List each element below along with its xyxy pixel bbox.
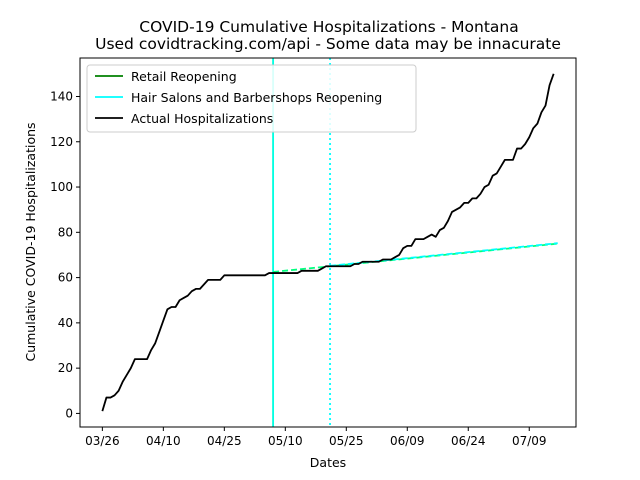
y-tick-label: 60: [58, 271, 73, 285]
x-tick-label: 03/26: [85, 434, 120, 448]
legend: Retail Reopening Hair Salons and Barbers…: [86, 64, 417, 133]
y-tick-label: 120: [50, 135, 73, 149]
x-tick-label: 04/10: [146, 434, 181, 448]
legend-label-retail: Retail Reopening: [131, 69, 237, 84]
y-tick-label: 140: [50, 89, 73, 103]
y-axis: 0 20 40 60 80 100 120 140: [50, 89, 80, 420]
x-tick-label: 07/09: [512, 434, 547, 448]
y-tick-label: 80: [58, 225, 73, 239]
x-tick-label: 04/25: [207, 434, 242, 448]
y-axis-label: Cumulative COVID-19 Hospitalizations: [23, 122, 38, 361]
x-tick-label: 06/24: [451, 434, 486, 448]
y-tick-label: 0: [65, 406, 73, 420]
x-tick-label: 06/09: [390, 434, 425, 448]
x-axis: 03/26 04/10 04/25 05/10 05/25 06/09 06/24 07/09: [85, 427, 547, 448]
legend-label-actual: Actual Hospitalizations: [131, 111, 273, 126]
chart-subtitle: Used covidtracking.com/api - Some data m…: [95, 35, 561, 53]
y-tick-label: 20: [58, 361, 73, 375]
y-tick-label: 100: [50, 180, 73, 194]
x-tick-label: 05/25: [329, 434, 364, 448]
y-tick-label: 40: [58, 316, 73, 330]
x-tick-label: 05/10: [268, 434, 303, 448]
actual-hospitalizations-line: [101, 73, 555, 412]
chart-title: COVID-19 Cumulative Hospitalizations - M…: [139, 18, 518, 36]
legend-frame: [86, 64, 417, 133]
x-axis-label: Dates: [310, 455, 346, 470]
series-layer: [101, 73, 558, 412]
legend-label-salons: Hair Salons and Barbershops Reopening: [131, 90, 382, 105]
plot-frame: [79, 57, 577, 428]
